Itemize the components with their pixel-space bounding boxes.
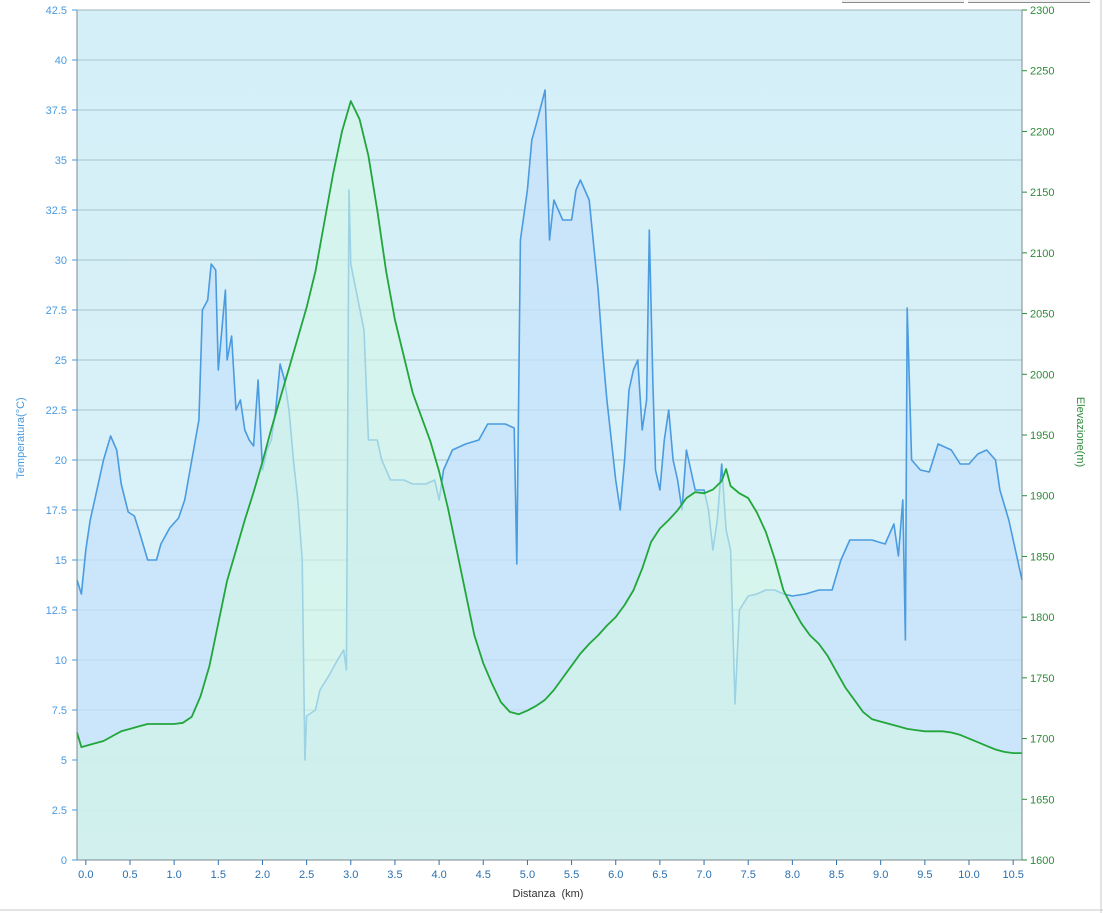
top-tab-stub-1[interactable]: [842, 0, 964, 3]
x-tick-label: 4.5: [476, 869, 491, 881]
y-right-tick-label: 1600: [1030, 855, 1054, 867]
y-left-tick-label: 40: [55, 55, 67, 67]
y-axis-right-title: Elevazione(m): [1074, 397, 1086, 467]
temperature-line: [76, 89, 1023, 761]
y-right-tick-label: 1900: [1030, 491, 1054, 503]
x-tick-label: 3.0: [343, 869, 358, 881]
y-right-tick-label: 2200: [1030, 126, 1054, 138]
y-left-tick-label: 7.5: [52, 705, 67, 717]
x-tick-label: 9.0: [873, 869, 888, 881]
y-left-tick-label: 12.5: [46, 605, 67, 617]
y-left-tick-label: 30: [55, 255, 67, 267]
x-tick-label: 10.0: [958, 869, 979, 881]
x-tick-label: 2.5: [299, 869, 314, 881]
x-tick-label: 8.0: [785, 869, 800, 881]
y-right-tick-label: 2300: [1030, 5, 1054, 17]
x-tick-label: 8.5: [829, 869, 844, 881]
y-right-tick-label: 1800: [1030, 612, 1054, 624]
x-tick-label: 5.5: [564, 869, 579, 881]
x-tick-label: 1.5: [211, 869, 226, 881]
x-tick-label: 6.0: [608, 869, 623, 881]
y-right-tick-label: 1950: [1030, 430, 1054, 442]
y-left-tick-label: 42.5: [46, 5, 67, 17]
y-left-tick-label: 2.5: [52, 805, 67, 817]
top-tab-stub-2[interactable]: [968, 0, 1090, 3]
x-tick-label: 7.0: [696, 869, 711, 881]
y-right-tick-label: 2150: [1030, 187, 1054, 199]
y-right-tick-label: 2050: [1030, 309, 1054, 321]
y-right-tick-label: 2100: [1030, 248, 1054, 260]
y-left-tick-label: 0: [61, 855, 67, 867]
x-tick-label: 5.0: [520, 869, 535, 881]
x-tick-label: 6.5: [652, 869, 667, 881]
y-left-tick-label: 20: [55, 455, 67, 467]
y-right-tick-label: 1850: [1030, 551, 1054, 563]
y-right-tick-label: 2000: [1030, 369, 1054, 381]
x-tick-label: 2.0: [255, 869, 270, 881]
y-right-tick-label: 2250: [1030, 66, 1054, 78]
y-left-tick-label: 35: [55, 155, 67, 167]
elevation-area: [77, 101, 1022, 861]
y-right-tick-label: 1750: [1030, 673, 1054, 685]
tick-labels: 0 2.5 5 7.5 10 12.5 15 17.5 20 22.5 25 27.5 30 32.5 35…: [46, 5, 1055, 881]
x-axis-title: Distanza (km): [513, 888, 584, 900]
axes: [72, 9, 1027, 865]
y-left-tick-label: 5: [61, 755, 67, 767]
x-tick-label: 0.5: [122, 869, 137, 881]
y-left-tick-label: 10: [55, 655, 67, 667]
x-tick-label: 1.0: [167, 869, 182, 881]
x-tick-label: 7.5: [741, 869, 756, 881]
x-tick-label: 10.5: [1002, 869, 1023, 881]
series-layer: [76, 89, 1023, 861]
y-left-tick-label: 15: [55, 555, 67, 567]
x-tick-label: 3.5: [387, 869, 402, 881]
y-left-tick-label: 17.5: [46, 505, 67, 517]
y-right-tick-label: 1700: [1030, 734, 1054, 746]
elevation-line: [76, 100, 1022, 754]
x-tick-label: 9.5: [917, 869, 932, 881]
y-axis-left-title: Temperatura(°C): [15, 397, 27, 478]
y-left-tick-label: 37.5: [46, 105, 67, 117]
x-tick-label: 4.0: [431, 869, 446, 881]
y-left-tick-label: 25: [55, 355, 67, 367]
y-left-tick-label: 32.5: [46, 205, 67, 217]
y-left-tick-label: 22.5: [46, 405, 67, 417]
y-left-tick-label: 27.5: [46, 305, 67, 317]
x-tick-label: 0.0: [78, 869, 93, 881]
y-right-tick-label: 1650: [1030, 794, 1054, 806]
